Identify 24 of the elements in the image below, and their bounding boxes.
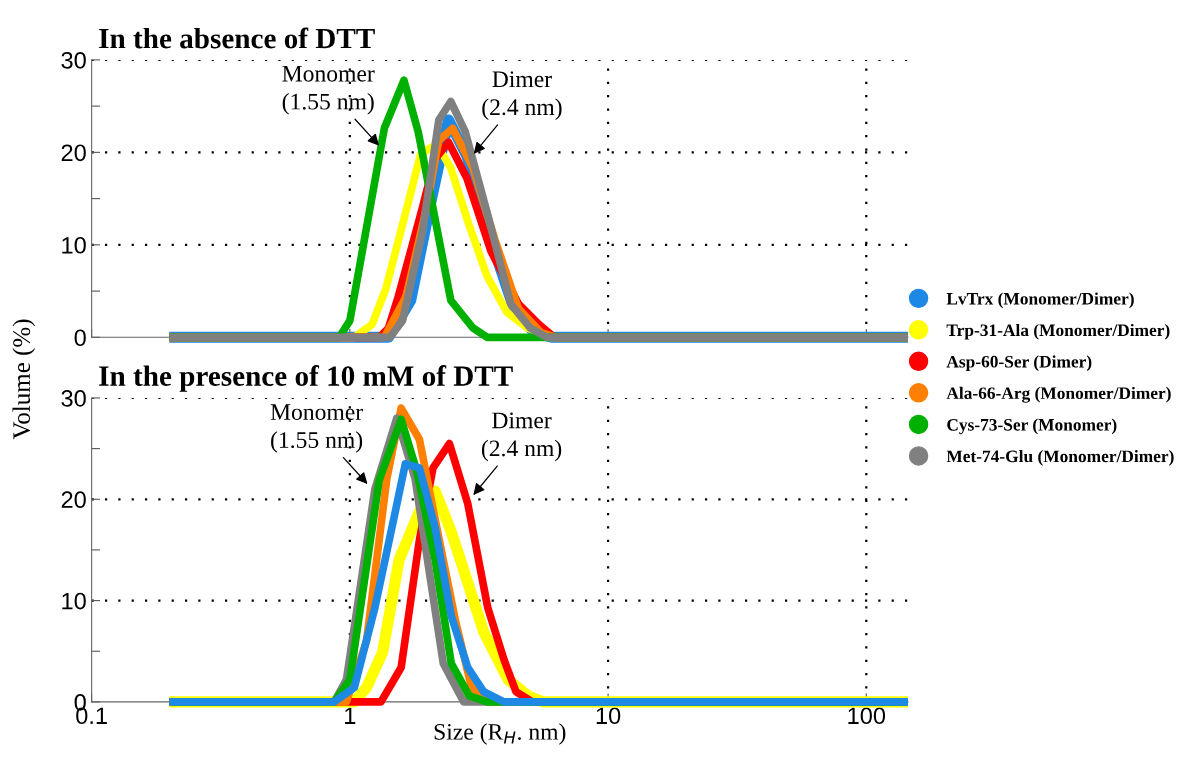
annotation: Dimer (2.4 nm) bbox=[481, 412, 562, 462]
y-tick-label: 20 bbox=[61, 144, 86, 162]
legend-label: LvTrx (Monomer/Dimer) bbox=[946, 292, 1134, 309]
legend-label: Trp-31-Ala (Monomer/Dimer) bbox=[946, 323, 1170, 340]
annotation: Monomer (1.55 nm) bbox=[270, 404, 363, 453]
x-tick-label: 100 bbox=[848, 707, 886, 725]
y-tick-label: 10 bbox=[62, 592, 86, 610]
annotation: Monomer (1.55 nm) bbox=[282, 65, 375, 115]
x-tick-label: 10 bbox=[596, 707, 621, 725]
y-tick-label: 0 bbox=[74, 329, 86, 347]
y-axis-title: Volume (%) bbox=[12, 319, 36, 440]
legend-label: Met-74-Glu (Monomer/Dimer) bbox=[946, 449, 1174, 466]
y-tick-label: 30 bbox=[61, 51, 86, 69]
y-tick-label: 10 bbox=[62, 236, 86, 254]
x-axis-title: Size (R$_{H}$. nm) bbox=[434, 723, 566, 745]
y-tick-label: 20 bbox=[61, 491, 86, 509]
annotation: Dimer (2.4 nm) bbox=[482, 71, 562, 120]
legend-label: Ala-66-Arg (Monomer/Dimer) bbox=[946, 386, 1171, 403]
y-tick-label: 30 bbox=[61, 390, 86, 407]
legend-label: Asp-60-Ser (Dimer) bbox=[946, 355, 1092, 372]
chart-title: In the absence of DTT bbox=[99, 27, 375, 49]
legend-label: Cys-73-Ser (Monomer) bbox=[947, 418, 1117, 435]
chart-title: In the presence of 10 mM of DTT bbox=[99, 365, 513, 392]
x-tick-label: 1 bbox=[345, 707, 356, 724]
